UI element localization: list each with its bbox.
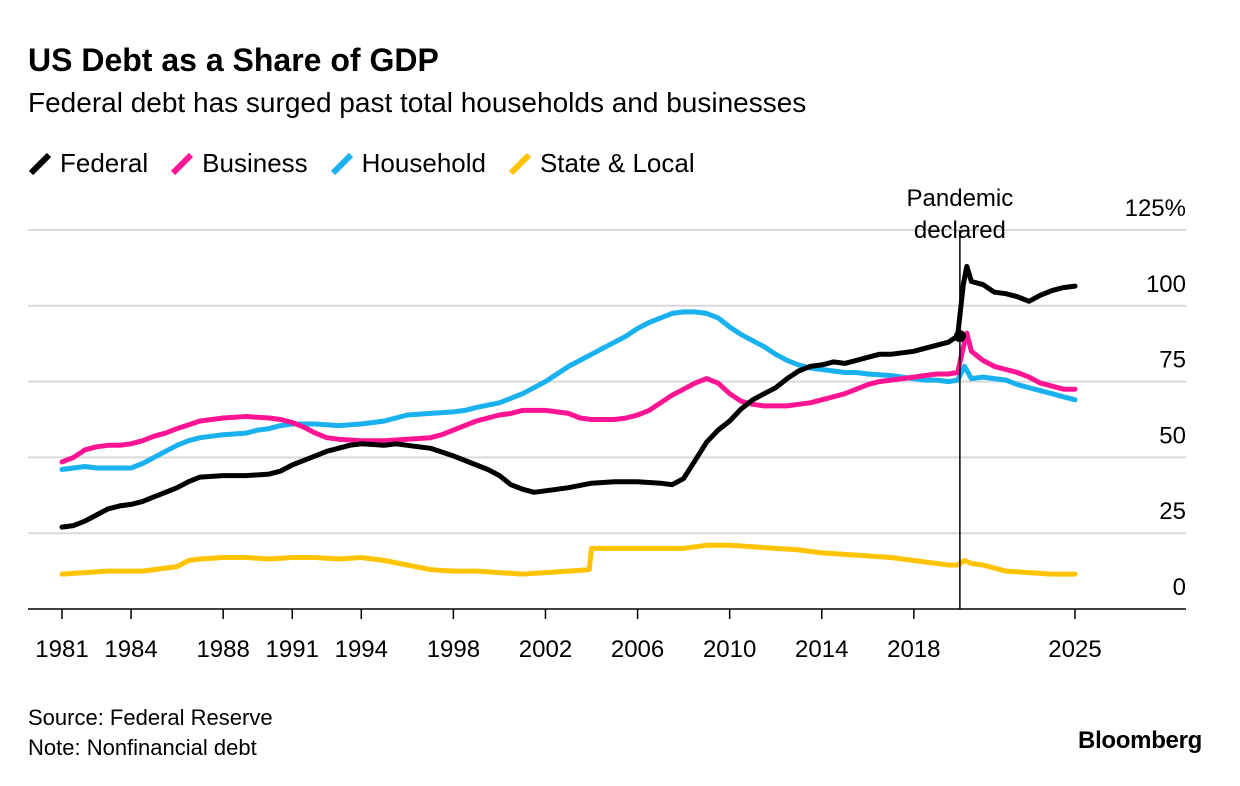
legend-stroke	[171, 152, 194, 175]
legend-stroke	[330, 152, 353, 175]
chart-title: US Debt as a Share of GDP	[28, 42, 439, 78]
grid-layer	[28, 229, 1186, 535]
series-line-business	[59, 330, 1078, 465]
series-layer	[59, 263, 1078, 577]
chart-footer: Source: Federal Reserve Note: Nonfinanci…	[28, 703, 273, 763]
x-tick-label: 1988	[196, 636, 249, 663]
legend-swatch-household	[330, 152, 353, 175]
legend-label-household: Household	[361, 148, 486, 178]
y-tick-label: 0	[1173, 574, 1186, 601]
x-tick-label: 2002	[519, 636, 572, 663]
chart-legend: Federal Business Household State & Local	[28, 148, 717, 179]
x-tick-label: 1991	[266, 636, 319, 663]
annotation-marker	[953, 330, 966, 343]
annotation-label: declared	[914, 217, 1006, 244]
y-tick-label: 125%	[1125, 195, 1186, 222]
legend-swatch-federal	[28, 152, 52, 175]
x-tick-label: 1994	[335, 636, 388, 663]
legend-label-federal: Federal	[60, 148, 149, 178]
chart-subtitle: Federal debt has surged past total house…	[28, 87, 807, 118]
annotation-layer: Pandemic declared	[907, 185, 1014, 609]
x-tick-label: 1998	[427, 636, 480, 663]
legend-stroke	[508, 152, 532, 175]
y-tick-label: 100	[1146, 271, 1186, 298]
legend-label-state-local: State & Local	[539, 148, 695, 178]
series-line-household	[59, 309, 1078, 472]
legend-item-federal: Federal	[28, 148, 148, 179]
legend-item-household: Household	[330, 148, 486, 179]
legend-swatch-business	[171, 152, 194, 175]
legend-stroke	[28, 152, 52, 175]
footnote: Note: Nonfinancial debt	[28, 735, 257, 760]
x-tick-label: 1981	[35, 636, 88, 663]
source-note: Source: Federal Reserve	[28, 705, 273, 730]
annotation-label: Pandemic	[907, 185, 1014, 212]
legend-item-state-local: State & Local	[508, 148, 695, 179]
series-line-state-local	[59, 542, 1078, 577]
x-tick-label: 1984	[104, 636, 157, 663]
series-line-federal	[59, 263, 1078, 530]
x-tick-label: 2018	[887, 636, 940, 663]
y-tick-label: 50	[1159, 422, 1186, 449]
legend-item-business: Business	[170, 148, 308, 179]
x-tick-label: 2006	[611, 636, 664, 663]
x-tick-label: 2010	[703, 636, 756, 663]
legend-label-business: Business	[202, 148, 308, 178]
y-tick-label: 75	[1159, 347, 1186, 374]
bloomberg-logo: Bloomberg	[1078, 727, 1202, 754]
x-tick-label: 2014	[795, 636, 848, 663]
axis-layer: 0 25 50 75 100 125% 1981 1984 1988 1991 1994 1998 20…	[28, 195, 1186, 663]
x-tick-label: 2025	[1048, 636, 1101, 663]
y-tick-label: 25	[1159, 498, 1186, 525]
legend-swatch-state-local	[508, 152, 532, 175]
